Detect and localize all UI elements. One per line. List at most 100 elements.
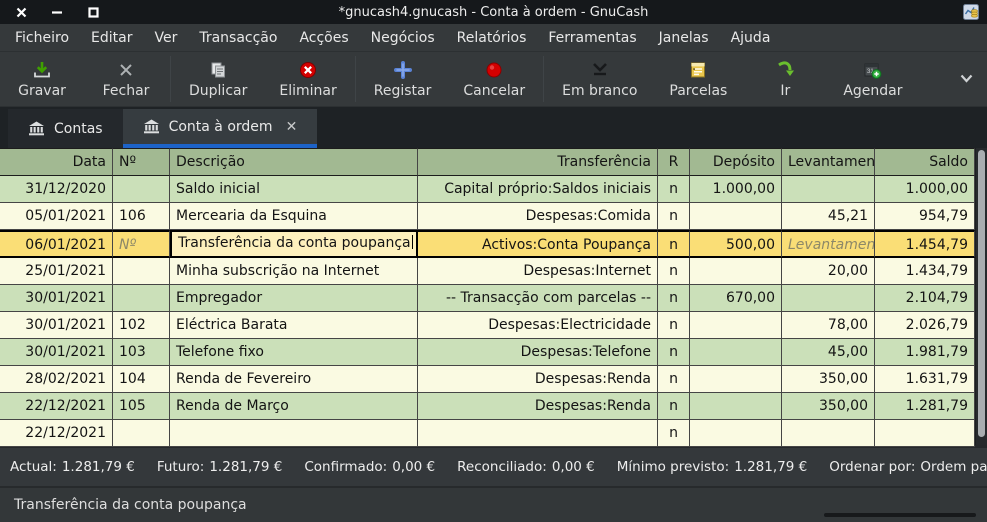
- cell-num[interactable]: 105: [113, 393, 170, 420]
- cell-description[interactable]: Renda de Março: [170, 393, 418, 420]
- menu-ver[interactable]: Ver: [154, 29, 178, 46]
- transaction-row[interactable]: 30/01/2021 102 Eléctrica Barata Despesas:El…: [0, 312, 975, 339]
- cell-transfer[interactable]: Despesas:Electricidade: [418, 312, 658, 339]
- menu-transaccao[interactable]: Transacção: [199, 29, 278, 46]
- cell-transfer[interactable]: Activos:Conta Poupança: [418, 230, 658, 258]
- transaction-row[interactable]: 05/01/2021 106 Mercearia da Esquina Despesa…: [0, 203, 975, 230]
- cell-balance[interactable]: 1.981,79: [875, 339, 975, 366]
- menu-negocios[interactable]: Negócios: [370, 29, 435, 46]
- cell-reconciled[interactable]: n: [658, 366, 690, 393]
- column-header-saldo[interactable]: Saldo: [875, 148, 975, 176]
- cell-balance[interactable]: 1.631,79: [875, 366, 975, 393]
- cell-date[interactable]: 22/12/2021: [0, 420, 113, 447]
- cell-num[interactable]: 106: [113, 203, 170, 230]
- cell-reconciled[interactable]: n: [658, 285, 690, 312]
- tab-close-icon[interactable]: ✕: [285, 118, 298, 135]
- registar-button[interactable]: Registar: [358, 52, 448, 106]
- cell-description[interactable]: Saldo inicial: [170, 176, 418, 203]
- cell-date[interactable]: 06/01/2021: [0, 230, 113, 258]
- cell-description[interactable]: Empregador: [170, 285, 418, 312]
- cell-transfer[interactable]: Despesas:Internet: [418, 258, 658, 285]
- cell-transfer[interactable]: Despesas:Renda: [418, 393, 658, 420]
- window-close-icon[interactable]: [10, 4, 32, 20]
- cell-deposit[interactable]: [690, 258, 782, 285]
- cell-withdrawal[interactable]: 45,00: [782, 339, 875, 366]
- column-header-nº[interactable]: Nº: [113, 148, 170, 176]
- cell-num[interactable]: [113, 285, 170, 312]
- cell-balance[interactable]: [875, 420, 975, 447]
- column-header-data[interactable]: Data: [0, 148, 113, 176]
- cell-deposit[interactable]: [690, 339, 782, 366]
- cell-balance[interactable]: 2.104,79: [875, 285, 975, 312]
- transaction-row[interactable]: 25/01/2021 Minha subscrição na Internet De…: [0, 258, 975, 285]
- cell-date[interactable]: 28/02/2021: [0, 366, 113, 393]
- horizontal-scrollbar[interactable]: [824, 513, 976, 517]
- column-header-deposito[interactable]: Depósito: [690, 148, 782, 176]
- transaction-row[interactable]: 22/12/2021 105 Renda de Março Despesas:Rend…: [0, 393, 975, 420]
- toolbar-overflow-button[interactable]: [946, 52, 987, 106]
- cell-description[interactable]: Transferência da conta poupança: [170, 230, 418, 258]
- cell-balance[interactable]: 1.454,79: [875, 230, 975, 258]
- cell-num[interactable]: [113, 176, 170, 203]
- fechar-button[interactable]: Fechar: [84, 52, 168, 106]
- vertical-scrollbar-thumb[interactable]: [978, 150, 985, 437]
- em-branco-button[interactable]: Em branco: [546, 52, 653, 106]
- cell-balance[interactable]: 1.434,79: [875, 258, 975, 285]
- transaction-row[interactable]: 30/01/2021 103 Telefone fixo Despesas:Telef…: [0, 339, 975, 366]
- cell-date[interactable]: 30/01/2021: [0, 285, 113, 312]
- cell-num[interactable]: 103: [113, 339, 170, 366]
- vertical-scrollbar[interactable]: [975, 148, 987, 445]
- cell-withdrawal[interactable]: [782, 176, 875, 203]
- cell-transfer[interactable]: [418, 420, 658, 447]
- window-maximize-icon[interactable]: [82, 4, 104, 20]
- cell-withdrawal[interactable]: Levantamento: [782, 230, 875, 258]
- menu-editar[interactable]: Editar: [91, 29, 133, 46]
- cell-num[interactable]: [113, 258, 170, 285]
- cancelar-button[interactable]: Cancelar: [447, 52, 541, 106]
- cell-deposit[interactable]: 500,00: [690, 230, 782, 258]
- transaction-row[interactable]: 31/12/2020 Saldo inicial Capital próprio:S…: [0, 176, 975, 203]
- cell-transfer[interactable]: -- Transacção com parcelas --: [418, 285, 658, 312]
- cell-description[interactable]: [170, 420, 418, 447]
- cell-date[interactable]: 25/01/2021: [0, 258, 113, 285]
- agendar-button[interactable]: 31 Agendar: [827, 52, 918, 106]
- cell-transfer[interactable]: Despesas:Telefone: [418, 339, 658, 366]
- gravar-button[interactable]: Gravar: [0, 52, 84, 106]
- column-header-r[interactable]: R: [658, 148, 690, 176]
- cell-description[interactable]: Mercearia da Esquina: [170, 203, 418, 230]
- cell-deposit[interactable]: [690, 366, 782, 393]
- cell-description[interactable]: Eléctrica Barata: [170, 312, 418, 339]
- column-header-descricao[interactable]: Descrição: [170, 148, 418, 176]
- cell-reconciled[interactable]: n: [658, 230, 690, 258]
- cell-description[interactable]: Renda de Fevereiro: [170, 366, 418, 393]
- cell-balance[interactable]: 1.000,00: [875, 176, 975, 203]
- cell-num[interactable]: 104: [113, 366, 170, 393]
- ir-button[interactable]: Ir: [743, 52, 827, 106]
- menu-relatorios[interactable]: Relatórios: [456, 29, 527, 46]
- cell-description[interactable]: Telefone fixo: [170, 339, 418, 366]
- sort-order-control[interactable]: Ordenar por:Ordem padrão: [829, 459, 987, 475]
- cell-balance[interactable]: 2.026,79: [875, 312, 975, 339]
- cell-reconciled[interactable]: n: [658, 176, 690, 203]
- cell-deposit[interactable]: 670,00: [690, 285, 782, 312]
- duplicar-button[interactable]: Duplicar: [173, 52, 263, 106]
- menu-accoes[interactable]: Acções: [299, 29, 349, 46]
- cell-reconciled[interactable]: n: [658, 420, 690, 447]
- window-minimize-icon[interactable]: [46, 4, 68, 20]
- cell-date[interactable]: 31/12/2020: [0, 176, 113, 203]
- menu-ficheiro[interactable]: Ficheiro: [15, 29, 70, 46]
- cell-deposit[interactable]: 1.000,00: [690, 176, 782, 203]
- transaction-row[interactable]: 22/12/2021 n: [0, 420, 975, 447]
- transaction-row[interactable]: 06/01/2021 Nº Transferência da conta poupa…: [0, 230, 975, 258]
- cell-description[interactable]: Minha subscrição na Internet: [170, 258, 418, 285]
- cell-deposit[interactable]: [690, 420, 782, 447]
- cell-balance[interactable]: 954,79: [875, 203, 975, 230]
- tab-contas[interactable]: Contas: [8, 109, 123, 148]
- cell-balance[interactable]: 1.281,79: [875, 393, 975, 420]
- cell-deposit[interactable]: [690, 312, 782, 339]
- cell-withdrawal[interactable]: 20,00: [782, 258, 875, 285]
- transaction-row[interactable]: 28/02/2021 104 Renda de Fevereiro Despesas:…: [0, 366, 975, 393]
- cell-date[interactable]: 30/01/2021: [0, 339, 113, 366]
- cell-num[interactable]: [113, 420, 170, 447]
- menu-janelas[interactable]: Janelas: [658, 29, 709, 46]
